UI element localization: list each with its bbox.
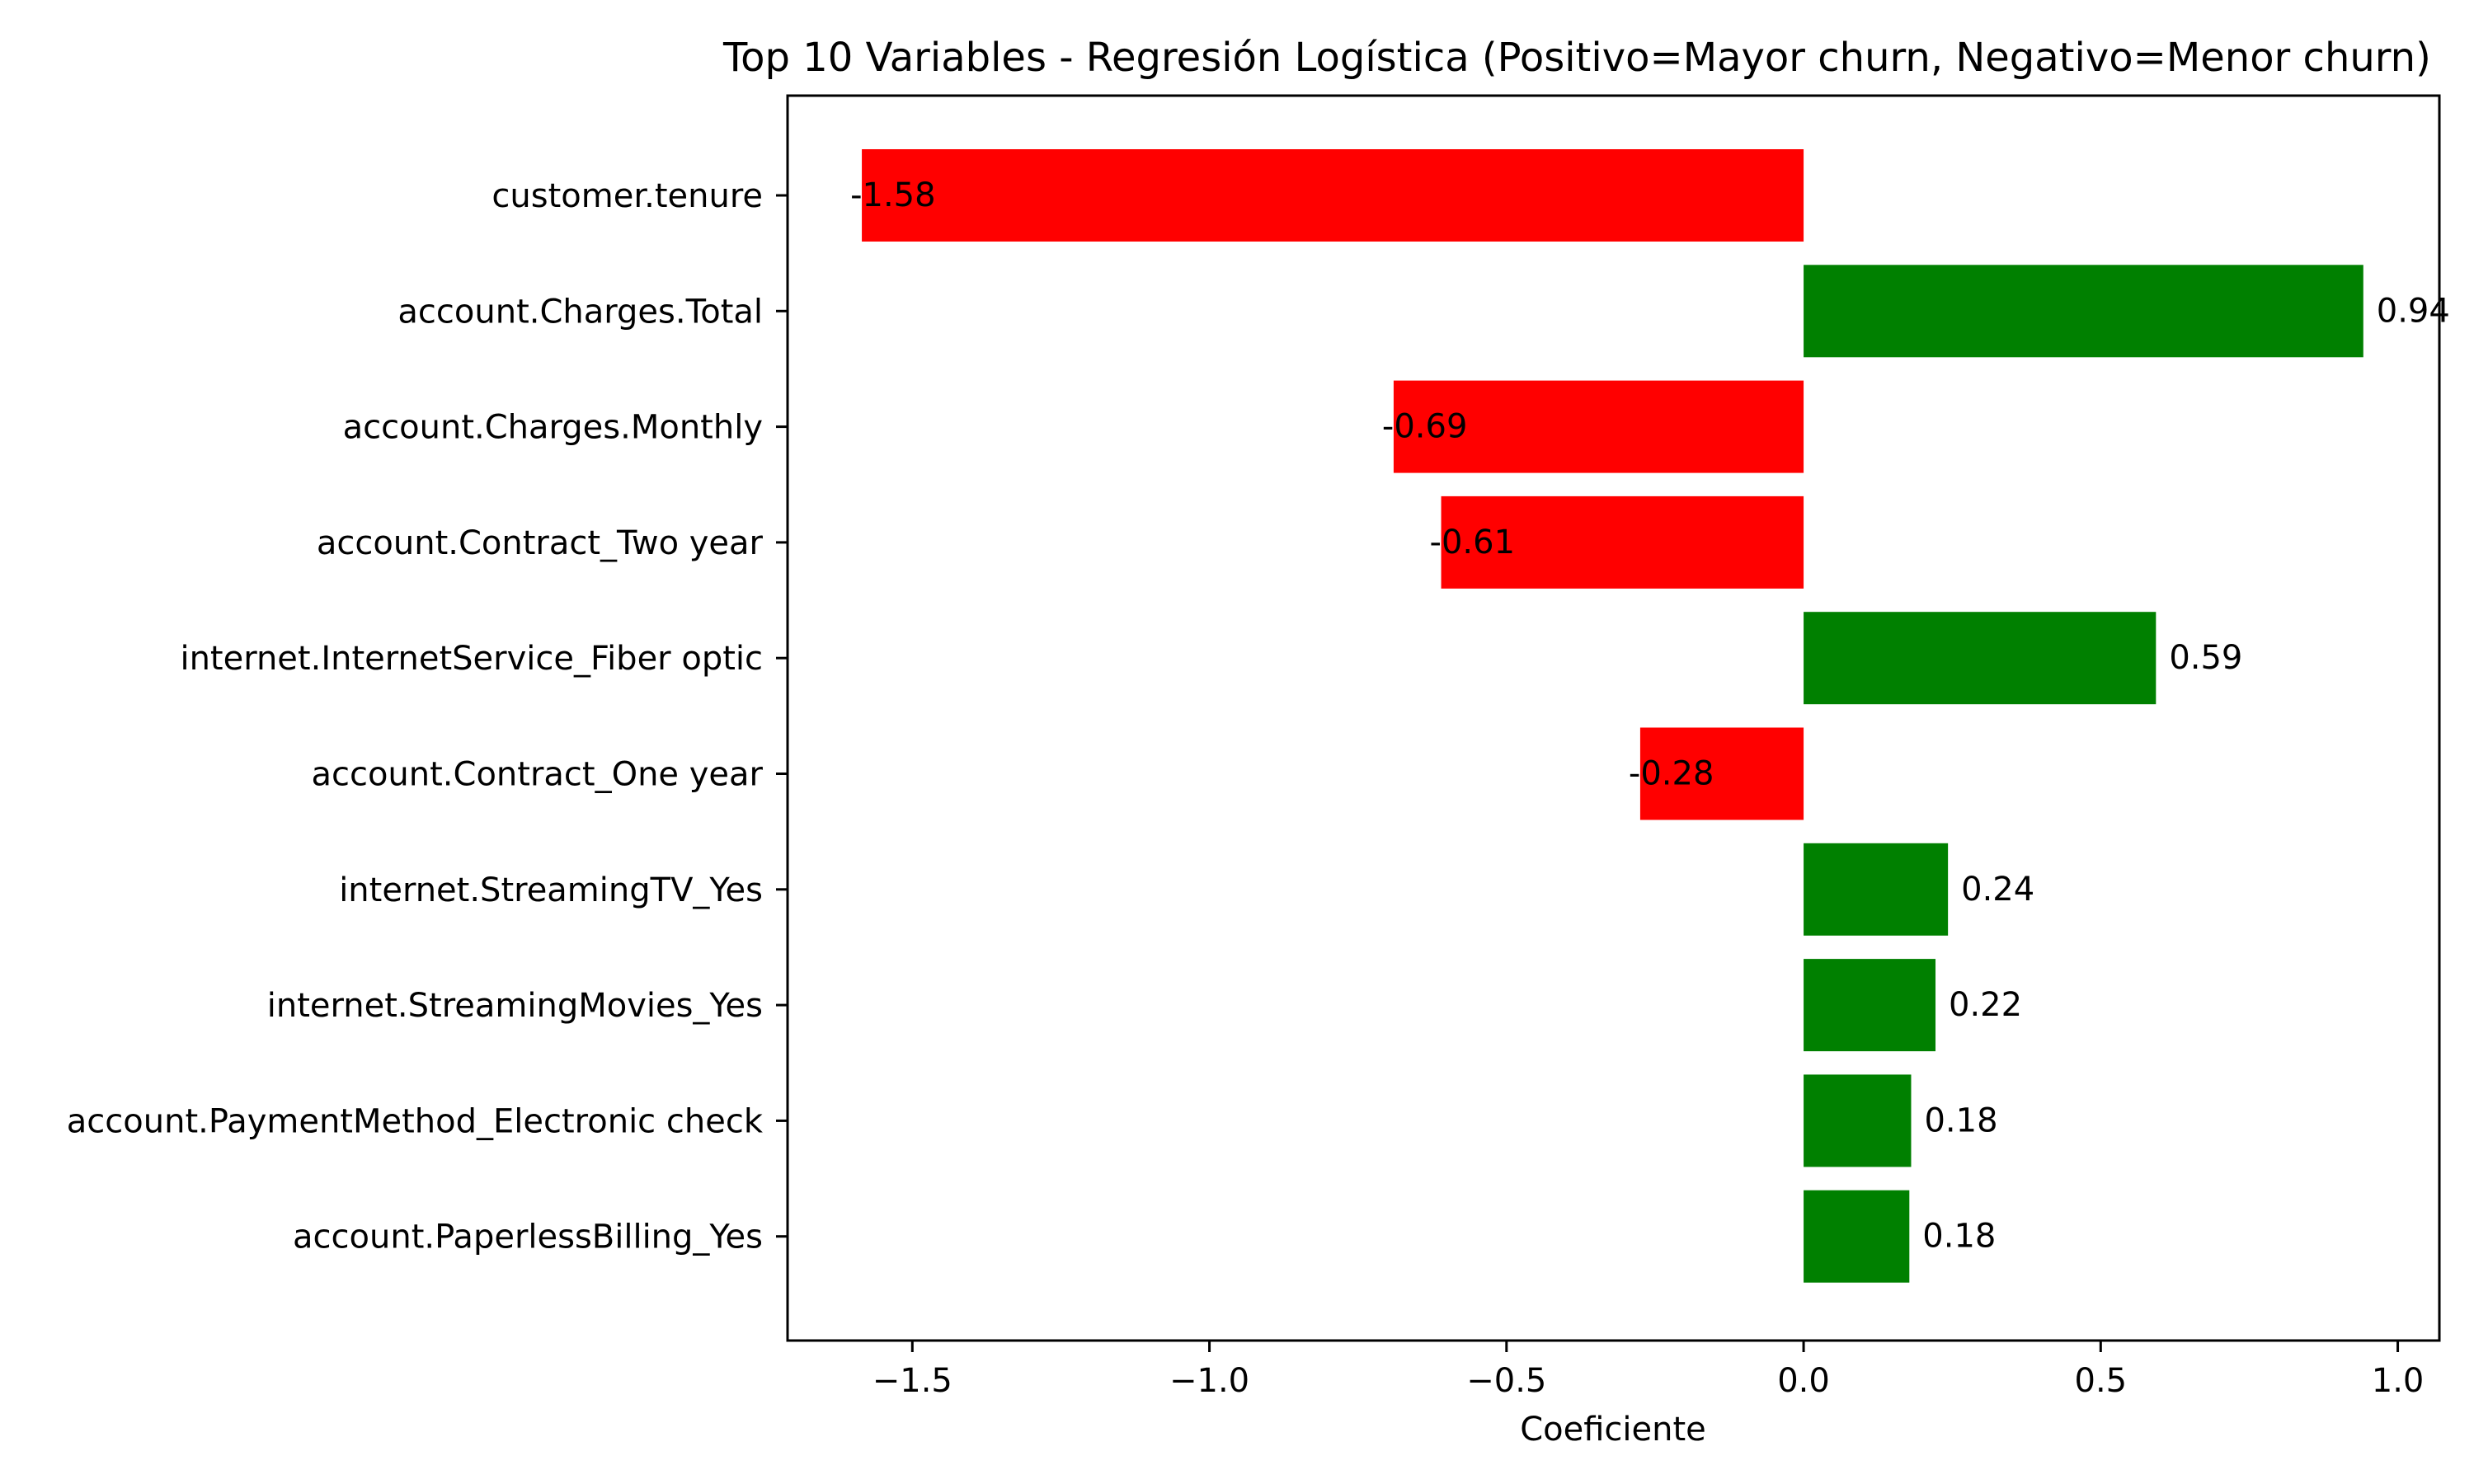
value-label-2: 0.94 (2377, 292, 2450, 330)
chart-title: Top 10 Variables - Regresión Logística (… (722, 35, 2431, 81)
value-label-6: -0.28 (1629, 755, 1714, 793)
bar-7 (1804, 843, 1949, 936)
bar-9 (1804, 1074, 1912, 1167)
y-tick-label-2: account.Charges.Total (397, 293, 763, 331)
y-tick-label-1: customer.tenure (492, 177, 763, 215)
value-label-9: 0.18 (1924, 1101, 1997, 1139)
x-axis: −1.5 −1.0 −0.5 0.0 0.5 1.0 (872, 1341, 2425, 1400)
value-label-3: -0.69 (1382, 408, 1468, 446)
value-labels: -1.58 0.94 -0.69 -0.61 0.59 -0.28 0.24 0.22 0.18… (850, 176, 2450, 1256)
y-tick-label-8: internet.StreamingMovies_Yes (267, 987, 763, 1025)
value-label-7: 0.24 (1961, 871, 2034, 909)
value-label-1: -1.58 (850, 176, 936, 214)
bar-6 (1639, 727, 1804, 820)
y-tick-label-9: account.PaymentMethod_Electronic check (67, 1102, 764, 1140)
bar-2 (1804, 265, 2363, 358)
x-tick-label-6: 1.0 (2372, 1362, 2425, 1400)
bar-5 (1804, 612, 2157, 705)
value-label-4: -0.61 (1430, 524, 1516, 561)
y-tick-label-7: internet.StreamingTV_Yes (339, 871, 763, 909)
value-label-8: 0.22 (1949, 986, 2022, 1024)
bars-layer (862, 149, 2363, 1283)
x-tick-label-5: 0.5 (2075, 1362, 2128, 1400)
bar-1 (862, 149, 1804, 242)
value-label-5: 0.59 (2169, 639, 2242, 677)
bar-10 (1804, 1190, 1910, 1283)
y-tick-label-10: account.PaperlessBilling_Yes (293, 1219, 763, 1256)
y-tick-label-4: account.Contract_Two year (317, 524, 764, 562)
y-axis: customer.tenure account.Charges.Total acco… (67, 177, 788, 1256)
x-axis-label: Coeficiente (1520, 1411, 1706, 1449)
x-tick-label-1: −1.5 (872, 1362, 952, 1400)
y-tick-label-5: internet.InternetService_Fiber optic (180, 640, 763, 678)
bar-3 (1393, 380, 1804, 473)
x-tick-label-2: −1.0 (1169, 1362, 1249, 1400)
bar-4 (1441, 495, 1804, 589)
plot-frame (786, 94, 2441, 1342)
x-tick-label-4: 0.0 (1777, 1362, 1830, 1400)
value-label-10: 0.18 (1922, 1218, 1996, 1256)
y-tick-label-3: account.Charges.Monthly (343, 409, 763, 447)
y-tick-label-6: account.Contract_One year (311, 756, 763, 794)
x-tick-label-3: −0.5 (1466, 1362, 1546, 1400)
bar-8 (1804, 959, 1936, 1052)
